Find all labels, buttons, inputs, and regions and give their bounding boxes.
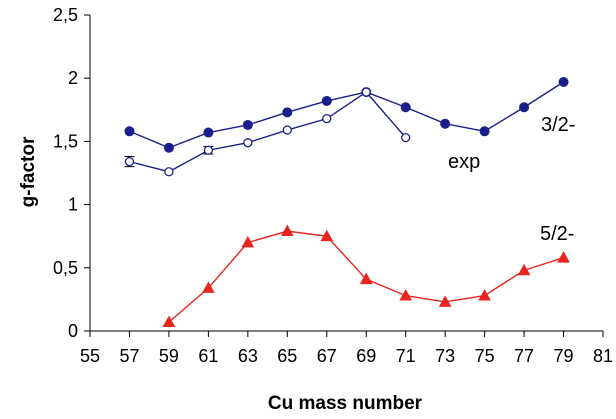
data-point bbox=[243, 138, 253, 148]
y-tick-label: 0,5 bbox=[53, 258, 78, 278]
data-point bbox=[320, 229, 334, 242]
x-ticks: 55 57 59 61 63 65 67 69 71 73 75 77 79 81 bbox=[80, 331, 613, 366]
series-5-2 bbox=[162, 224, 570, 328]
data-point bbox=[163, 142, 174, 153]
y-tick-label: 0 bbox=[68, 321, 78, 341]
data-point bbox=[280, 224, 294, 237]
data-point bbox=[241, 235, 255, 248]
y-ticks: 0 0,5 1 1,5 2 2,5 bbox=[53, 5, 90, 341]
x-tick-label: 69 bbox=[356, 346, 376, 366]
x-tick-label: 55 bbox=[80, 346, 100, 366]
x-tick-label: 75 bbox=[475, 346, 495, 366]
y-tick-label: 1,5 bbox=[53, 131, 78, 151]
data-point bbox=[438, 295, 452, 307]
series-line bbox=[129, 91, 407, 173]
data-point bbox=[557, 251, 570, 263]
annotation-5-2-minus: 5/2- bbox=[540, 223, 574, 245]
data-point bbox=[202, 281, 215, 293]
x-tick-label: 81 bbox=[593, 346, 613, 366]
data-point bbox=[440, 118, 451, 129]
data-point bbox=[361, 87, 371, 97]
annotation-exp: exp bbox=[448, 151, 480, 173]
series bbox=[124, 76, 570, 328]
data-point bbox=[478, 289, 491, 301]
data-point bbox=[558, 76, 569, 87]
y-tick-label: 2,5 bbox=[53, 5, 78, 25]
x-tick-label: 67 bbox=[317, 346, 337, 366]
data-point bbox=[124, 126, 135, 137]
data-point bbox=[282, 125, 292, 135]
x-tick-label: 57 bbox=[119, 346, 139, 366]
data-point bbox=[401, 132, 411, 143]
data-point bbox=[203, 127, 214, 138]
x-tick-label: 79 bbox=[554, 346, 574, 366]
data-point bbox=[164, 167, 174, 177]
annotation-3-2-minus: 3/2- bbox=[541, 114, 575, 136]
y-tick-label: 1 bbox=[68, 195, 78, 215]
x-tick-label: 65 bbox=[277, 346, 297, 366]
data-point bbox=[162, 315, 176, 328]
data-point bbox=[359, 272, 373, 285]
x-tick-label: 63 bbox=[238, 346, 258, 366]
series-line bbox=[129, 81, 564, 149]
series-3-2 bbox=[124, 76, 569, 153]
data-point bbox=[322, 113, 332, 124]
data-point bbox=[400, 102, 411, 113]
y-axis-title: g-factor bbox=[18, 136, 39, 207]
x-tick-label: 77 bbox=[514, 346, 534, 366]
x-tick-label: 59 bbox=[159, 346, 179, 366]
axes bbox=[89, 15, 603, 332]
data-point bbox=[517, 263, 531, 276]
y-tick-label: 2 bbox=[68, 68, 78, 88]
data-point bbox=[519, 102, 530, 113]
data-point bbox=[479, 126, 490, 137]
x-tick-label: 73 bbox=[435, 346, 455, 366]
data-point bbox=[203, 145, 214, 155]
data-point bbox=[242, 119, 253, 130]
data-point bbox=[321, 95, 332, 106]
data-point bbox=[124, 156, 135, 167]
x-axis-title: Cu mass number bbox=[268, 393, 423, 414]
series-exp bbox=[124, 87, 411, 177]
data-point bbox=[399, 289, 413, 301]
data-point bbox=[282, 107, 293, 118]
x-tick-label: 71 bbox=[396, 346, 416, 366]
x-tick-label: 61 bbox=[198, 346, 218, 366]
